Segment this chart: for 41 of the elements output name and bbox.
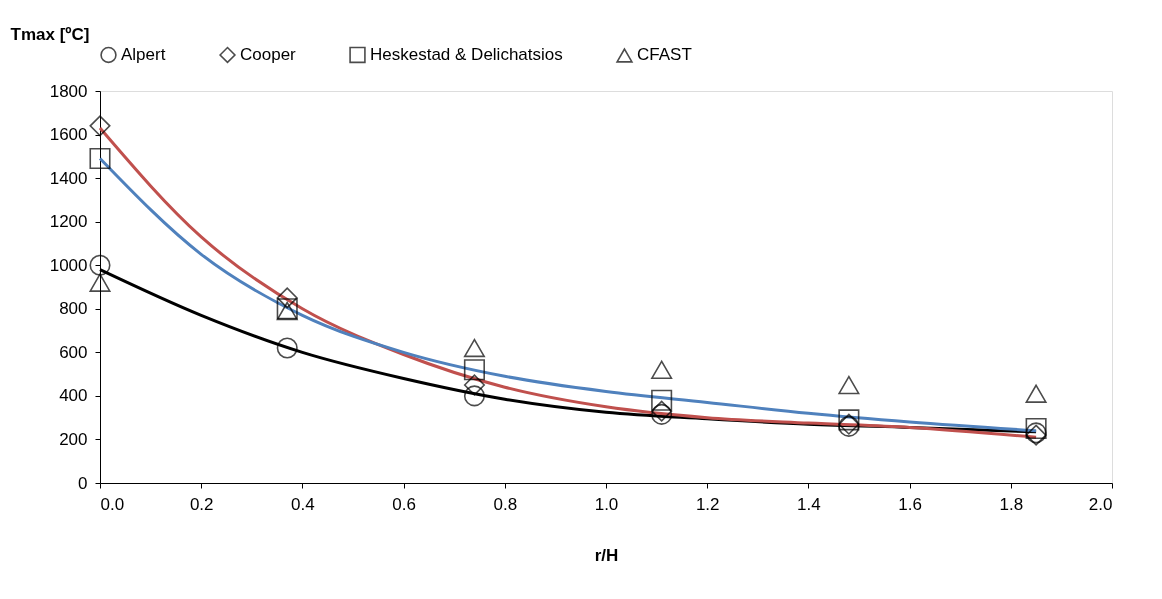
- x-tick-label: 2.0: [1088, 494, 1113, 514]
- y-tick-label: 1600: [49, 125, 88, 145]
- x-tick-label: 0.4: [291, 494, 315, 514]
- point: [1025, 384, 1047, 403]
- legend-label: CFAST: [637, 45, 692, 65]
- point: [463, 385, 485, 407]
- x-tick-label: 0.0: [100, 494, 125, 514]
- y-tick-label: 1000: [49, 255, 88, 275]
- x-tick-label: 1.8: [999, 494, 1024, 514]
- point: [89, 273, 111, 292]
- y-tick-label: 600: [59, 342, 88, 362]
- point: [276, 337, 298, 359]
- point: [276, 287, 298, 309]
- y-axis-title: Tmax [ºC]: [10, 24, 90, 44]
- point: [89, 115, 111, 137]
- point: [463, 359, 485, 381]
- y-tick-label: 1800: [49, 81, 88, 101]
- x-tick-label: 1.4: [797, 494, 821, 514]
- x-tick-label: 0.8: [493, 494, 518, 514]
- x-tick-label: 1.0: [594, 494, 619, 514]
- point: [89, 254, 111, 276]
- point: [838, 375, 860, 395]
- x-tick-label: 1.2: [695, 494, 720, 514]
- y-tick-label: 0: [78, 473, 88, 493]
- x-tick-label: 0.6: [392, 494, 416, 514]
- x-axis-title: r/H: [594, 545, 619, 565]
- legend-label: Alpert: [121, 44, 166, 64]
- x-tick-label: 0.2: [189, 494, 214, 514]
- legend-label: Cooper: [240, 44, 297, 64]
- y-tick-label: 400: [59, 386, 88, 406]
- x-tick-label: 1.6: [898, 494, 922, 514]
- legend-label: Heskestad & Delichatsios: [370, 44, 563, 64]
- point: [651, 389, 673, 411]
- point: [651, 360, 673, 379]
- point: [463, 338, 485, 358]
- y-tick-label: 1200: [49, 212, 88, 232]
- point: [463, 374, 485, 396]
- y-tick-label: 200: [59, 429, 88, 449]
- y-tick-label: 800: [59, 299, 88, 319]
- point: [89, 147, 111, 170]
- y-tick-label: 1400: [49, 168, 88, 188]
